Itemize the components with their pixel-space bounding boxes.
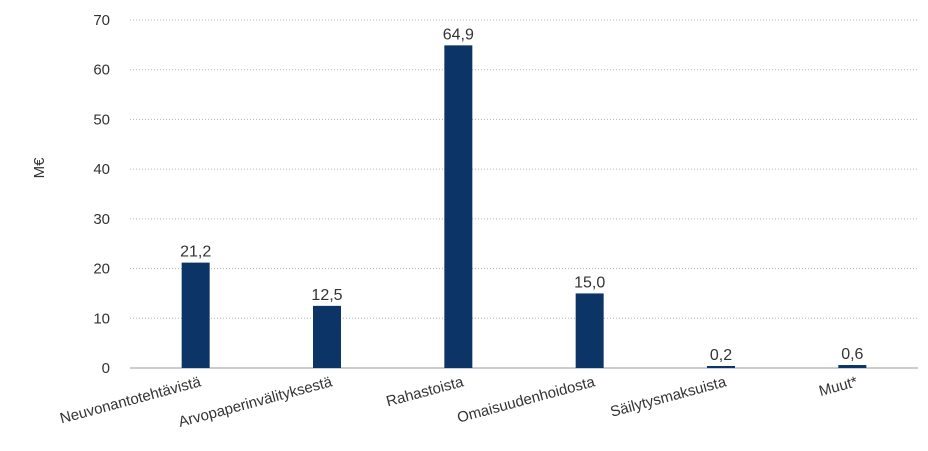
category-label: Omaisuudenhoidosta: [455, 373, 597, 426]
y-tick-label: 30: [93, 211, 110, 228]
category-labels: NeuvonantotehtävistäArvopaperinvälitykse…: [58, 373, 859, 431]
bars: [181, 45, 867, 369]
y-tick-label: 70: [93, 12, 110, 29]
y-tick-label: 40: [93, 161, 110, 178]
category-label: Säilytysmaksuista: [608, 373, 728, 420]
bar-value-label: 12,5: [311, 287, 342, 304]
bar: [444, 45, 473, 369]
data-labels: 21,2 12,5 64,9 15,0 0,2 0,6: [180, 26, 863, 364]
bar-value-label: 21,2: [180, 244, 211, 261]
y-tick-label: 20: [93, 261, 110, 278]
y-tick-label: 60: [93, 62, 110, 79]
y-axis-title: M€: [31, 157, 48, 178]
bar-value-label: 64,9: [443, 26, 474, 43]
bar: [707, 366, 735, 368]
bar: [838, 365, 867, 368]
category-label: Muut*: [817, 373, 859, 400]
gridlines: [130, 19, 918, 369]
bar: [313, 305, 341, 368]
y-tick-label: 50: [93, 111, 110, 128]
bar: [575, 293, 604, 368]
y-tick-label: 10: [93, 310, 110, 327]
bar-value-label: 0,2: [710, 347, 732, 364]
bar-value-label: 0,6: [841, 346, 863, 363]
y-axis-ticks: 0 10 20 30 40 50 60 70: [93, 12, 110, 377]
bar: [181, 262, 210, 368]
bar-value-label: 15,0: [574, 274, 605, 291]
y-tick-label: 0: [102, 360, 110, 377]
category-label: Rahastoista: [384, 373, 466, 410]
